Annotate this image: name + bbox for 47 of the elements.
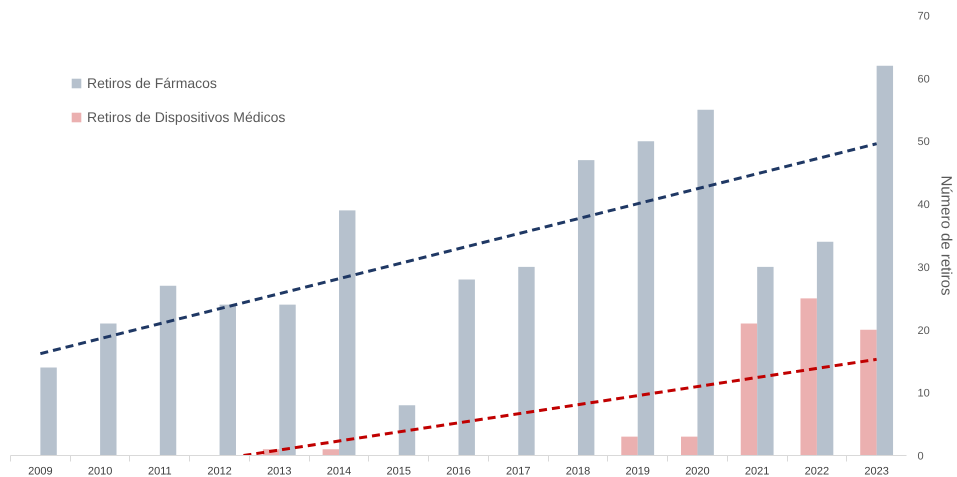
x-tick-label: 2014: [326, 466, 352, 477]
y-tick-label: 50: [918, 136, 930, 148]
x-tick-label: 2017: [506, 466, 530, 477]
bar: [220, 304, 236, 456]
bar: [398, 405, 416, 456]
bar: [279, 304, 296, 456]
x-tick-label: 2023: [864, 466, 889, 477]
bar: [681, 436, 698, 456]
y-tick-label: 40: [918, 199, 930, 212]
y-tick-label: 0: [918, 450, 924, 462]
x-tick-label: 2009: [28, 466, 53, 477]
x-tick-label: 2018: [566, 466, 590, 477]
y-tick-label: 20: [918, 324, 930, 337]
bar: [621, 436, 638, 456]
y-axis-title: Número de retiros: [938, 175, 955, 296]
y-tick-label: 70: [918, 10, 930, 22]
bar: [816, 242, 834, 456]
bar: [697, 110, 714, 456]
y-tick-label: 10: [918, 388, 930, 400]
x-tick-label: 2016: [446, 466, 471, 477]
bar: [578, 160, 594, 456]
legend-label: Retiros de Dispositivos Médicos: [87, 109, 286, 125]
legend-label: Retiros de Fármacos: [87, 75, 217, 91]
bar: [876, 66, 894, 456]
bar: [322, 449, 340, 456]
bar: [160, 286, 176, 456]
bar: [638, 141, 654, 456]
x-tick-label: 2013: [267, 466, 292, 477]
x-tick-label: 2015: [386, 466, 412, 477]
bar: [458, 280, 475, 456]
x-tick-label: 2011: [148, 466, 172, 477]
bar: [860, 330, 877, 456]
bar: [740, 324, 758, 456]
bar: [100, 324, 117, 456]
bar: [40, 368, 57, 456]
x-tick-label: 2020: [685, 466, 710, 477]
bar: [800, 298, 817, 456]
bar: [518, 266, 535, 456]
y-tick-label: 60: [918, 73, 930, 86]
bar: [339, 210, 356, 456]
y-tick-label: 30: [918, 262, 930, 274]
x-tick-label: 2022: [804, 466, 830, 477]
x-tick-label: 2012: [207, 466, 232, 477]
x-tick-label: 2019: [625, 466, 650, 477]
bar: [757, 266, 774, 456]
x-tick-label: 2021: [744, 466, 770, 477]
x-tick-label: 2010: [88, 466, 112, 477]
